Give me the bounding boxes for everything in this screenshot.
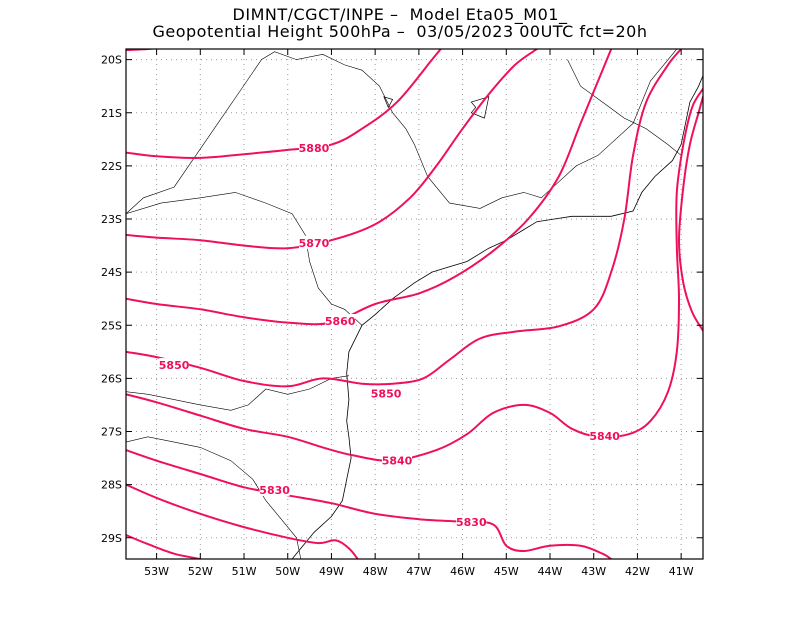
x-tick-label: 42W [625,565,650,578]
y-tick-label: 22S [101,160,122,173]
y-tick-label: 28S [101,479,122,492]
contour-label-bg [298,235,329,249]
x-tick-label: 48W [363,565,388,578]
contour-5870 [126,49,538,250]
contour-label-bg [159,358,190,372]
contour-5830 [126,449,613,559]
contour-label-bg [456,514,487,528]
x-tick-label: 43W [581,565,606,578]
plot-frame [125,48,704,560]
contour-label: 5840 [382,455,413,468]
state-border [126,49,678,214]
x-tick-label: 50W [275,565,300,578]
contour-label-bg [371,386,402,400]
x-tick-label: 41W [669,565,694,578]
state-border [126,436,302,559]
y-tick-label: 23S [101,213,122,226]
state-border [567,59,682,156]
y-tick-label: 29S [101,532,122,545]
contour-label-bg [325,314,356,327]
x-tick-label: 44W [538,565,563,578]
title-line-1: DIMNT/CGCT/INPE – Model Eta05_M01_ [232,5,568,24]
contour-label-bg [298,140,329,154]
coastlines-and-borders [126,49,703,559]
contour-label-bg [259,482,290,496]
contour-5840 [126,87,703,462]
x-tick-label: 47W [406,565,431,578]
contour-label-bg [382,453,413,467]
contour-5830 [126,483,359,559]
gridlines [126,49,703,559]
state-border [126,192,363,326]
contour-label: 5860 [325,315,356,328]
contour-label: 5850 [371,387,402,400]
x-tick-label: 46W [450,565,475,578]
y-tick-label: 21S [101,107,122,120]
contour-label: 5830 [259,484,290,497]
state-border [126,375,349,411]
coastline [361,75,703,326]
height-contours [126,49,703,559]
axis-ticks: 53W 52W 51W 50W 49W 48W 47W 46W 45W 44W 43W 42W 41W 2… [101,49,703,578]
y-tick-label: 24S [101,266,122,279]
x-tick-label: 52W [188,565,213,578]
x-tick-label: 45W [494,565,519,578]
contour-label: 5870 [299,237,330,250]
contour-5820 [126,534,202,559]
contour-label: 5850 [159,359,190,372]
x-tick-label: 53W [144,565,169,578]
reservoir [383,96,394,109]
y-tick-label: 20S [101,54,122,67]
y-tick-label: 26S [101,372,122,385]
contour-labels: 5880 5870 5860 5850 5850 5840 5840 5830 5830 [159,140,620,529]
contour-5860 [126,49,613,326]
contour-5880 [126,49,442,159]
contour-label-bg [589,428,620,442]
x-tick-label: 51W [232,565,257,578]
y-tick-label: 25S [101,319,122,332]
contour-5890 [126,49,158,52]
contour-label: 5840 [589,430,620,443]
contour-label: 5880 [299,142,330,155]
y-tick-label: 27S [101,426,122,439]
title-line-2: Geopotential Height 500hPa – 03/05/2023 … [152,22,648,41]
chart-title: DIMNT/CGCT/INPE – Model Eta05_M01_ Geopo… [0,6,800,40]
x-tick-label: 49W [319,565,344,578]
coastline-south [291,325,363,559]
contour-5850 [126,49,683,388]
contour-label: 5830 [456,516,487,529]
contour-5840 [678,95,703,332]
